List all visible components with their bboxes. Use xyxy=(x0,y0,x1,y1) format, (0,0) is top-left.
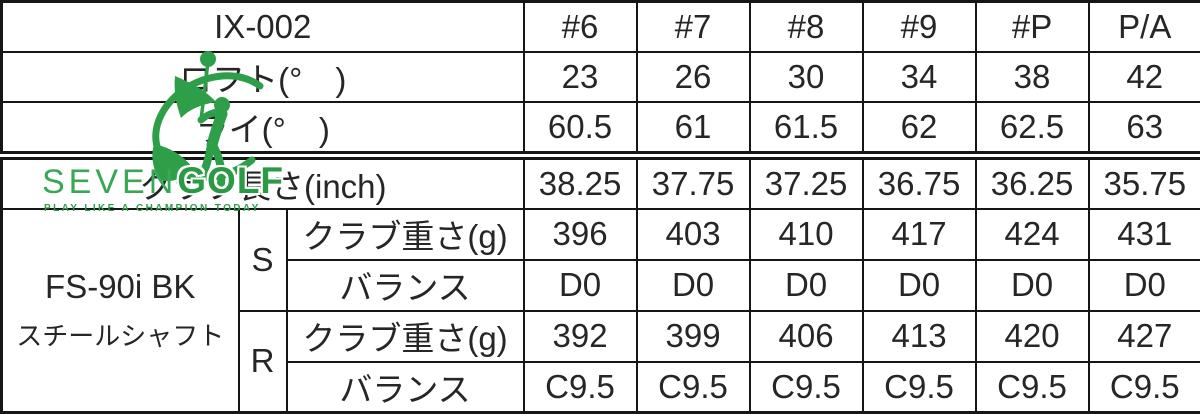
s-balance-value: D0 xyxy=(1089,260,1200,311)
club-header-pa: P/A xyxy=(1089,2,1200,52)
shaft-name: FS-90i BK xyxy=(3,268,238,306)
s-weight-label: クラブ重さ(g) xyxy=(287,209,524,260)
club-header-8: #8 xyxy=(750,2,863,52)
length-value: 35.75 xyxy=(1089,155,1200,209)
length-value: 37.25 xyxy=(750,155,863,209)
s-weight-row: FS-90i BK スチールシャフト S クラブ重さ(g) 396 403 41… xyxy=(2,209,1200,260)
s-balance-value: D0 xyxy=(750,260,863,311)
lie-value: 60.5 xyxy=(524,102,637,156)
club-header-9: #9 xyxy=(863,2,976,52)
club-header-6: #6 xyxy=(524,2,637,52)
model-cell: IX-002 xyxy=(2,2,524,52)
lie-label: ライ(° ) xyxy=(2,102,524,156)
lie-row: ライ(° ) 60.5 61 61.5 62 62.5 63 xyxy=(2,102,1200,156)
club-header-p: #P xyxy=(976,2,1089,52)
lie-value: 62 xyxy=(863,102,976,156)
loft-value: 42 xyxy=(1089,52,1200,102)
loft-value: 23 xyxy=(524,52,637,102)
length-value: 38.25 xyxy=(524,155,637,209)
s-balance-value: D0 xyxy=(863,260,976,311)
shaft-name-cell: FS-90i BK スチールシャフト xyxy=(2,209,239,413)
lie-value: 61.5 xyxy=(750,102,863,156)
length-value: 36.25 xyxy=(976,155,1089,209)
club-header-7: #7 xyxy=(637,2,750,52)
s-weight-value: 417 xyxy=(863,209,976,260)
flex-s-cell: S xyxy=(239,209,287,311)
loft-value: 34 xyxy=(863,52,976,102)
r-weight-value: 399 xyxy=(637,311,750,362)
length-row: クラブ長さ(inch) 38.25 37.75 37.25 36.75 36.2… xyxy=(2,155,1200,209)
r-weight-value: 392 xyxy=(524,311,637,362)
length-value: 36.75 xyxy=(863,155,976,209)
flex-r-cell: R xyxy=(239,311,287,413)
s-weight-value: 410 xyxy=(750,209,863,260)
lie-value: 62.5 xyxy=(976,102,1089,156)
s-weight-value: 424 xyxy=(976,209,1089,260)
s-balance-label: バランス xyxy=(287,260,524,311)
r-weight-value: 427 xyxy=(1089,311,1200,362)
s-balance-value: D0 xyxy=(637,260,750,311)
header-row: IX-002 #6 #7 #8 #9 #P P/A xyxy=(2,2,1200,52)
loft-row: ロフト(° ) 23 26 30 34 38 42 xyxy=(2,52,1200,102)
s-balance-value: D0 xyxy=(976,260,1089,311)
lie-value: 61 xyxy=(637,102,750,156)
loft-value: 26 xyxy=(637,52,750,102)
loft-value: 38 xyxy=(976,52,1089,102)
length-label: クラブ長さ(inch) xyxy=(2,155,524,209)
lie-value: 63 xyxy=(1089,102,1200,156)
r-weight-value: 420 xyxy=(976,311,1089,362)
s-weight-value: 403 xyxy=(637,209,750,260)
r-weight-value: 413 xyxy=(863,311,976,362)
s-weight-value: 396 xyxy=(524,209,637,260)
loft-value: 30 xyxy=(750,52,863,102)
loft-label: ロフト(° ) xyxy=(2,52,524,102)
s-weight-value: 431 xyxy=(1089,209,1200,260)
shaft-type: スチールシャフト xyxy=(3,316,238,353)
s-balance-value: D0 xyxy=(524,260,637,311)
length-value: 37.75 xyxy=(637,155,750,209)
r-weight-label: クラブ重さ(g) xyxy=(287,311,524,362)
r-weight-value: 406 xyxy=(750,311,863,362)
